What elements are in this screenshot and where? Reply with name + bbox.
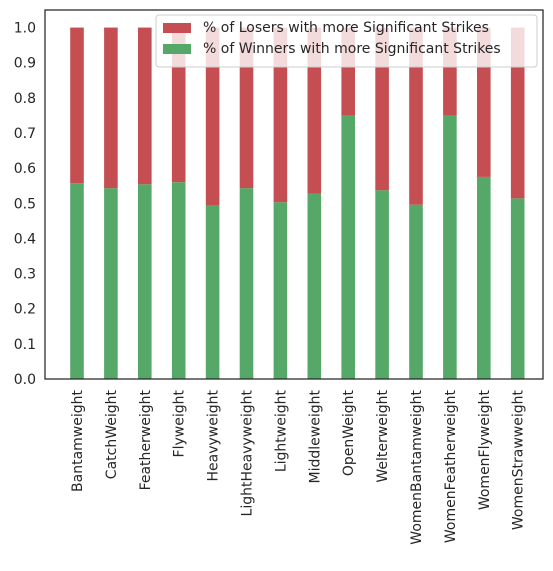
y-tick-label: 0.4 xyxy=(14,231,36,247)
legend-swatch xyxy=(163,44,191,54)
x-tick-label: WomenFeatherweight xyxy=(443,389,459,543)
legend: % of Losers with more Significant Strike… xyxy=(156,15,537,67)
y-tick-label: 0.9 xyxy=(14,56,36,72)
x-tick-label: WomenFlyweight xyxy=(477,390,493,511)
bar-winners-lightheavyweight xyxy=(240,188,254,379)
x-tick-label: Bantamweight xyxy=(70,389,86,491)
bar-winners-womenstrawweight xyxy=(511,198,525,379)
bar-losers-catchweight xyxy=(104,28,118,189)
x-tick-label: WomenBantamweight xyxy=(409,390,425,545)
bar-losers-featherweight xyxy=(138,28,152,185)
bars-layer xyxy=(70,28,524,379)
y-axis: 0.0 0.1 0.2 0.3 0.4 0.5 0.6 0.7 0.8 0.9 1.0 xyxy=(14,21,36,388)
x-tick-label: WomenStrawweight xyxy=(511,389,527,530)
x-tick-label: Middleweight xyxy=(307,389,323,483)
legend-label: % of Losers with more Significant Strike… xyxy=(203,20,489,36)
x-axis: Bantamweight CatchWeight Featherweight Flyw… xyxy=(70,389,527,544)
x-tick-label: OpenWeight xyxy=(341,389,357,476)
y-tick-label: 0.6 xyxy=(14,161,36,177)
x-tick-label: Lightweight xyxy=(273,389,289,472)
y-tick-label: 0.3 xyxy=(14,267,36,283)
y-tick-label: 0.8 xyxy=(14,91,36,107)
bar-winners-heavyweight xyxy=(206,206,220,379)
x-tick-label: CatchWeight xyxy=(104,390,120,480)
x-tick-label: Flyweight xyxy=(172,389,188,457)
bar-winners-featherweight xyxy=(138,184,152,379)
bar-winners-lightweight xyxy=(274,202,288,379)
y-tick-label: 0.0 xyxy=(14,372,36,388)
legend-swatch xyxy=(163,23,191,33)
bar-losers-bantamweight xyxy=(70,28,84,184)
bar-winners-welterweight xyxy=(375,190,389,379)
y-tick-label: 0.5 xyxy=(14,196,36,212)
y-tick-label: 0.7 xyxy=(14,126,36,142)
bar-winners-middleweight xyxy=(308,194,322,379)
bar-winners-openweight xyxy=(341,115,355,379)
y-tick-label: 0.1 xyxy=(14,337,36,353)
x-tick-label: Welterweight xyxy=(375,389,391,482)
y-tick-label: 0.2 xyxy=(14,302,36,318)
bar-winners-bantamweight xyxy=(70,183,84,379)
y-tick-label: 1.0 xyxy=(14,21,36,37)
x-tick-label: Heavyweight xyxy=(206,389,222,481)
bar-winners-womenfeatherweight xyxy=(443,115,457,379)
bar-winners-womenflyweight xyxy=(477,177,491,379)
bar-winners-flyweight xyxy=(172,182,186,379)
x-tick-label: Featherweight xyxy=(138,389,154,490)
legend-label: % of Winners with more Significant Strik… xyxy=(203,41,501,57)
bar-winners-catchweight xyxy=(104,188,118,379)
x-tick-label: LightHeavyweight xyxy=(240,389,256,516)
bar-winners-womenbantamweight xyxy=(409,205,423,379)
